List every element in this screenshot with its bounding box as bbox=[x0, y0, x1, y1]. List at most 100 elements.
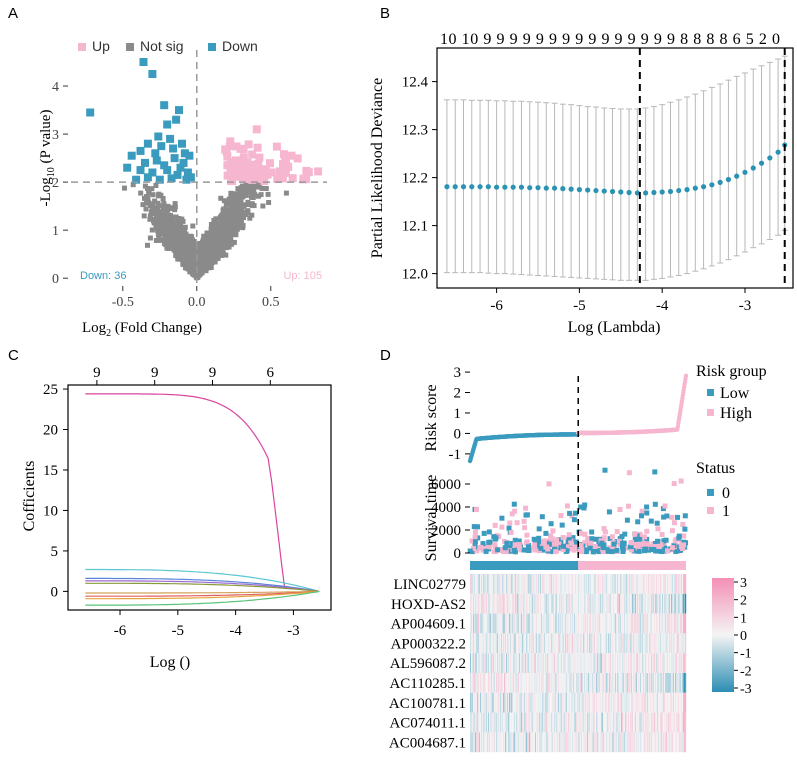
heatmap-cell bbox=[630, 593, 632, 614]
survival-point bbox=[587, 545, 593, 551]
heatmap-cell bbox=[615, 653, 617, 673]
heatmap-cell bbox=[669, 653, 671, 673]
heatmap-cell bbox=[597, 633, 599, 654]
heatmap-cell bbox=[528, 574, 530, 594]
survival-point bbox=[578, 504, 584, 510]
heatmap-cell bbox=[608, 574, 610, 594]
heatmap-cell bbox=[648, 613, 650, 634]
survival-point bbox=[601, 535, 607, 541]
heatmap-cell bbox=[558, 653, 560, 673]
survival-point bbox=[676, 533, 682, 539]
heatmap-cell bbox=[556, 593, 558, 614]
heatmap-cell bbox=[568, 574, 570, 594]
heatmap-cell bbox=[584, 574, 586, 594]
heatmap-cell bbox=[475, 633, 477, 654]
heatmap-cell bbox=[551, 633, 553, 654]
heatmap-cell bbox=[584, 613, 586, 634]
down-point bbox=[160, 101, 169, 110]
heatmap-cell bbox=[481, 574, 483, 594]
heatmap-cell bbox=[611, 653, 613, 673]
heatmap-cell bbox=[477, 593, 479, 614]
heatmap-cell bbox=[575, 673, 577, 693]
heatmap-cell bbox=[642, 613, 644, 634]
heatmap-cell bbox=[675, 653, 677, 673]
heatmap-cell bbox=[537, 593, 539, 614]
survival-point bbox=[499, 524, 505, 530]
heatmap-cell bbox=[479, 613, 481, 634]
heatmap-cell bbox=[685, 593, 687, 614]
heatmap-cell bbox=[571, 653, 573, 673]
heatmap-cell bbox=[561, 653, 563, 673]
heatmap-cell bbox=[622, 593, 624, 614]
heatmap-cell bbox=[641, 633, 643, 654]
down-point bbox=[175, 106, 183, 115]
heatmap-cell bbox=[613, 673, 615, 693]
heatmap-cell bbox=[527, 673, 529, 693]
heatmap-cell bbox=[647, 574, 649, 594]
heatmap-cell bbox=[515, 673, 517, 693]
heatmap-cell bbox=[590, 633, 592, 654]
survival-point bbox=[605, 548, 611, 554]
heatmap-cell bbox=[544, 673, 546, 693]
heatmap-cell bbox=[536, 593, 538, 614]
coef-path-red bbox=[85, 590, 320, 597]
heatmap-cell bbox=[552, 613, 554, 634]
heatmap-cell bbox=[512, 673, 514, 693]
heatmap-cell bbox=[503, 574, 505, 594]
survival-point bbox=[582, 502, 588, 508]
heatmap-cell bbox=[653, 653, 655, 673]
heatmap-cell bbox=[488, 593, 490, 614]
heatmap-cell bbox=[537, 613, 539, 634]
risk-y-tick-label: 1 bbox=[454, 406, 462, 422]
heatmap-cell bbox=[571, 633, 573, 654]
heatmap-cell bbox=[540, 653, 542, 673]
coef-x-tick-label: -5 bbox=[172, 623, 185, 639]
survival-point bbox=[644, 510, 650, 516]
heatmap-cell bbox=[684, 653, 686, 673]
heatmap-cell bbox=[643, 593, 645, 614]
notsig-point bbox=[190, 223, 196, 229]
heatmap-cell bbox=[509, 653, 511, 673]
heatmap-cell bbox=[549, 653, 551, 673]
heatmap-cell bbox=[567, 574, 569, 594]
heatmap-cell bbox=[573, 653, 575, 673]
heatmap-cell bbox=[580, 633, 582, 654]
heatmap-cell bbox=[625, 574, 627, 594]
heatmap-cell bbox=[643, 574, 645, 594]
heatmap-cell bbox=[677, 633, 679, 654]
heatmap-cell bbox=[524, 673, 526, 693]
heatmap-cell bbox=[548, 593, 550, 614]
survival-point bbox=[492, 542, 498, 548]
heatmap-cell bbox=[510, 593, 512, 614]
survival-point bbox=[521, 518, 527, 524]
heatmap-cell bbox=[622, 673, 624, 693]
survival-point bbox=[637, 536, 643, 542]
heatmap-cell bbox=[681, 593, 683, 614]
survival-point bbox=[664, 513, 670, 519]
heatmap-cell bbox=[636, 593, 638, 614]
survival-y-tick-label: 2000 bbox=[431, 523, 461, 539]
notsig-point bbox=[201, 267, 206, 273]
notsig-point bbox=[166, 231, 171, 237]
heatmap-cell bbox=[480, 653, 482, 673]
heatmap-cell bbox=[612, 593, 614, 614]
notsig-point bbox=[224, 244, 230, 250]
heatmap-cell bbox=[664, 613, 666, 634]
heatmap-cell bbox=[476, 613, 478, 634]
heatmap-cell bbox=[603, 673, 605, 693]
panel-c-letter: C bbox=[8, 347, 19, 364]
heatmap-cell bbox=[632, 613, 634, 634]
heatmap-cell bbox=[511, 593, 513, 614]
heatmap-cell bbox=[549, 633, 551, 654]
survival-point bbox=[567, 546, 573, 552]
heatmap-cell bbox=[500, 593, 502, 614]
notsig-point bbox=[258, 192, 264, 198]
heatmap-cell bbox=[504, 673, 506, 693]
cv-point bbox=[585, 187, 591, 193]
heatmap-cell bbox=[638, 574, 640, 594]
heatmap-cell bbox=[481, 593, 483, 614]
heatmap-cell bbox=[629, 613, 631, 634]
heatmap-cell bbox=[492, 574, 494, 594]
heatmap-cell bbox=[671, 613, 673, 634]
notsig-point bbox=[234, 226, 240, 232]
